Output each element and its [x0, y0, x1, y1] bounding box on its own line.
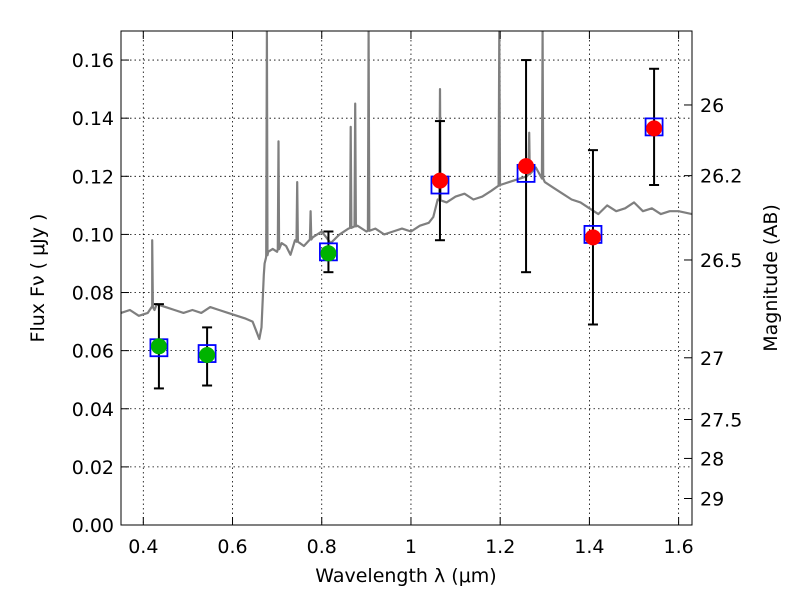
- y-axis-ticks: 0.00 0.02 0.04 0.06 0.08 0.10 0.12 0.14 0.16: [72, 50, 129, 537]
- x-tick-label: 1.4: [574, 536, 604, 558]
- y2-tick-label: 26: [700, 95, 724, 117]
- x-tick-label: 1: [405, 536, 417, 558]
- x-axis-title: Wavelength λ (μm): [315, 565, 496, 587]
- y2-axis-ticks: 26 26.2 26.5 27 27.5 28 29: [684, 95, 742, 510]
- x-tick-label: 0.4: [128, 536, 158, 558]
- observed-point: [584, 229, 601, 246]
- y2-tick-label: 27.5: [700, 409, 742, 431]
- observed-point: [518, 158, 535, 175]
- x-tick-label: 1.6: [664, 536, 694, 558]
- y2-tick-label: 29: [700, 488, 724, 510]
- y-tick-label: 0.02: [72, 457, 114, 479]
- x-tick-label: 1.2: [485, 536, 515, 558]
- model-spectrum: [121, 31, 692, 341]
- grid: [121, 31, 692, 526]
- y2-tick-label: 26.2: [700, 166, 742, 188]
- y-tick-label: 0.10: [72, 224, 114, 246]
- y2-tick-label: 26.5: [700, 250, 742, 272]
- observed-point: [431, 172, 448, 189]
- observed-point: [646, 120, 663, 137]
- y2-axis-title: Magnitude (AB): [760, 204, 782, 352]
- error-bars: [153, 59, 660, 390]
- x-tick-label: 0.8: [307, 536, 337, 558]
- y-tick-label: 0.12: [72, 166, 114, 188]
- y-tick-label: 0.04: [72, 399, 114, 421]
- y-tick-label: 0.14: [72, 108, 114, 130]
- y-tick-label: 0.06: [72, 341, 114, 363]
- observed-point: [320, 245, 337, 262]
- observed-points: [150, 120, 663, 364]
- y-tick-label: 0.08: [72, 283, 114, 305]
- plot-frame: [120, 30, 693, 526]
- x-axis-ticks: 0.4 0.6 0.8 1 1.2 1.4 1.6: [128, 31, 694, 558]
- y2-tick-label: 28: [700, 448, 724, 470]
- observed-point: [199, 347, 216, 364]
- model-spectrum-line: [121, 31, 692, 341]
- y-tick-label: 0.00: [72, 515, 114, 537]
- x-tick-label: 0.6: [217, 536, 247, 558]
- y-tick-label: 0.16: [72, 50, 114, 72]
- y-axis-title: Flux Fν ( μJy ): [27, 214, 49, 343]
- observed-point: [150, 338, 167, 355]
- y2-tick-label: 27: [700, 348, 724, 370]
